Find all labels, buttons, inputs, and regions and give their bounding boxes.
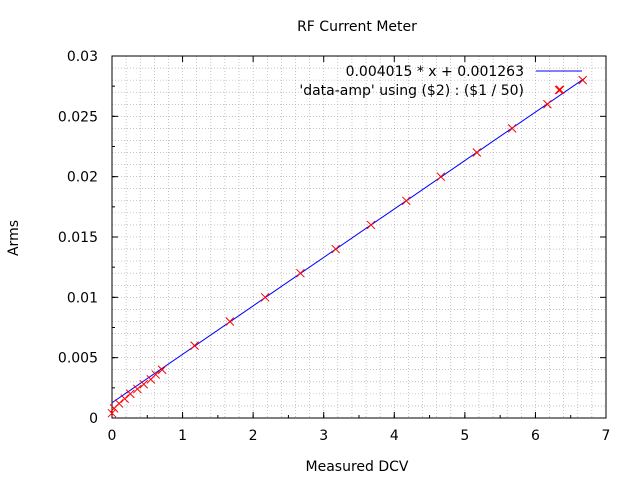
data-point-marker xyxy=(543,99,552,109)
y-tick-label: 0.005 xyxy=(58,351,98,367)
plot-series xyxy=(107,75,588,418)
data-point-marker xyxy=(578,75,588,85)
data-point-marker xyxy=(401,196,411,206)
data-point-marker xyxy=(507,124,517,133)
data-point-marker xyxy=(107,408,117,418)
data-point-marker xyxy=(331,244,341,254)
legend-point-sample xyxy=(554,85,564,95)
y-axis-label: Arms xyxy=(6,220,22,256)
data-point-marker xyxy=(157,365,167,375)
y-tick-label: 0.03 xyxy=(67,49,98,65)
x-axis-label: Measured DCV xyxy=(306,459,409,475)
data-point-marker xyxy=(151,370,161,379)
legend: 0.004015 * x + 0.001263 'data-amp' using… xyxy=(299,64,582,99)
y-tick-label: 0.01 xyxy=(67,290,98,306)
x-tick-label: 3 xyxy=(319,428,328,444)
data-point-marker xyxy=(555,85,565,95)
x-tick-label: 0 xyxy=(108,428,117,444)
x-tick-label: 7 xyxy=(602,428,611,444)
data-point-marker xyxy=(436,172,446,182)
data-point-marker xyxy=(120,394,130,404)
axis-ticks: 0 1 2 3 4 5 6 7 0 0.005 0.01 0.015 0.02 0.025 0.03 xyxy=(58,49,611,444)
y-tick-label: 0.015 xyxy=(58,230,98,246)
x-tick-label: 5 xyxy=(460,428,469,444)
data-point-marker xyxy=(190,341,199,350)
data-point-marker xyxy=(133,384,142,394)
grid-lines xyxy=(112,56,606,418)
data-point-marker xyxy=(114,399,124,408)
x-tick-label: 4 xyxy=(390,428,399,444)
x-tick-label: 1 xyxy=(178,428,187,444)
chart-title: RF Current Meter xyxy=(297,19,417,35)
data-point-marker xyxy=(472,148,482,157)
legend-entry-data: 'data-amp' using ($2) : ($1 / 50) xyxy=(299,83,524,99)
y-tick-label: 0.02 xyxy=(67,170,98,186)
data-point-marker xyxy=(260,292,270,302)
data-point-marker xyxy=(139,379,149,389)
data-point-marker xyxy=(125,389,135,399)
x-tick-label: 2 xyxy=(249,428,258,444)
data-point-marker xyxy=(225,317,235,326)
data-point-marker xyxy=(366,220,376,230)
legend-entry-fit: 0.004015 * x + 0.001263 xyxy=(346,64,524,80)
x-tick-label: 6 xyxy=(531,428,540,444)
data-point-marker xyxy=(296,268,305,278)
y-tick-label: 0 xyxy=(89,411,98,427)
y-tick-label: 0.025 xyxy=(58,109,98,125)
